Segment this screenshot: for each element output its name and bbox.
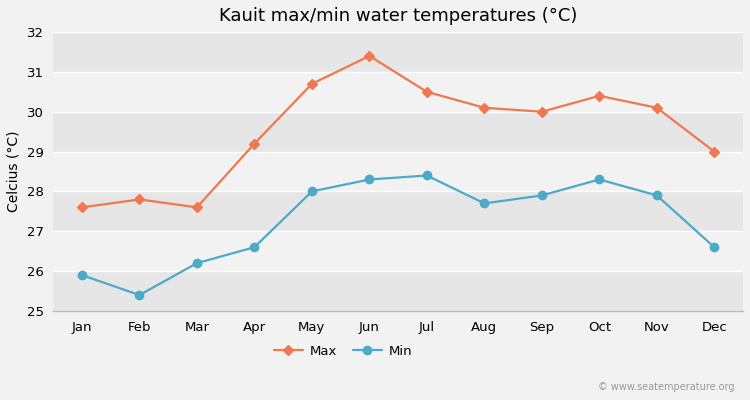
Line: Max: Max: [78, 52, 718, 211]
Bar: [53, 152, 743, 192]
Min: [365, 177, 374, 182]
Min: [250, 245, 259, 250]
Max: [77, 205, 86, 210]
Max: [308, 82, 316, 86]
Min: [652, 193, 662, 198]
Min: [77, 273, 86, 278]
Max: [537, 109, 546, 114]
Min: [480, 201, 489, 206]
Bar: [53, 231, 743, 271]
Max: [193, 205, 202, 210]
Min: [595, 177, 604, 182]
Min: [422, 173, 431, 178]
Min: [537, 193, 546, 198]
Bar: [53, 112, 743, 152]
Min: [193, 261, 202, 266]
Max: [652, 105, 662, 110]
Min: [308, 189, 316, 194]
Legend: Max, Min: Max, Min: [268, 339, 417, 363]
Y-axis label: Celcius (°C): Celcius (°C): [7, 131, 21, 212]
Text: © www.seatemperature.org: © www.seatemperature.org: [598, 382, 735, 392]
Max: [365, 54, 374, 58]
Max: [135, 197, 144, 202]
Max: [595, 94, 604, 98]
Max: [710, 149, 718, 154]
Bar: [53, 32, 743, 72]
Line: Min: Min: [78, 171, 718, 299]
Min: [135, 293, 144, 298]
Title: Kauit max/min water temperatures (°C): Kauit max/min water temperatures (°C): [219, 7, 578, 25]
Max: [250, 141, 259, 146]
Bar: [53, 271, 743, 311]
Max: [480, 105, 489, 110]
Bar: [53, 192, 743, 231]
Max: [422, 90, 431, 94]
Min: [710, 245, 718, 250]
Bar: [53, 72, 743, 112]
